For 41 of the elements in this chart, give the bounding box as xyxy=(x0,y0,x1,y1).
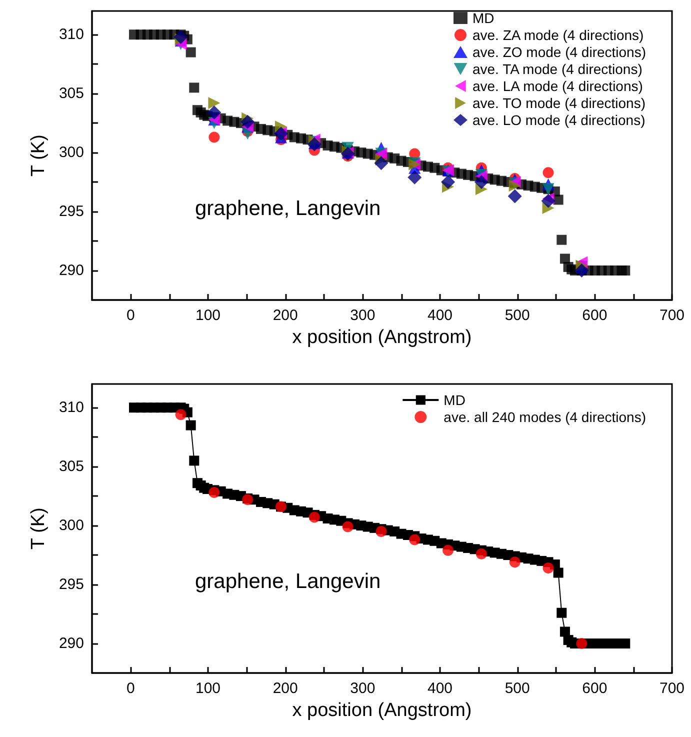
x-axis-title: x position (Angstrom) xyxy=(292,327,472,348)
x-tick-label: 700 xyxy=(659,307,685,324)
x-tick-label: 100 xyxy=(195,680,221,697)
x-tick-label: 100 xyxy=(195,307,221,324)
legend-label: ave. ZA mode (4 directions) xyxy=(472,27,644,43)
x-tick-label: 200 xyxy=(272,680,298,697)
x-tick-label: 600 xyxy=(582,680,608,697)
y-tick-label: 305 xyxy=(58,458,84,476)
y-tick-label: 295 xyxy=(58,203,84,220)
x-tick-label: 0 xyxy=(126,680,135,697)
x-tick-label: 300 xyxy=(350,307,376,324)
legend-label: ave. all 240 modes (4 directions) xyxy=(444,409,646,425)
annotation: graphene, Langevin xyxy=(195,570,381,593)
x-tick-label: 700 xyxy=(659,680,685,697)
y-tick-label: 310 xyxy=(58,399,84,416)
legend-label: ave. ZO mode (4 directions) xyxy=(472,44,646,60)
y-tick-label: 290 xyxy=(58,262,84,280)
y-axis-title: T (K) xyxy=(28,134,49,176)
y-tick-label: 295 xyxy=(58,576,84,594)
annotation: graphene, Langevin xyxy=(195,197,381,220)
y-tick-label: 305 xyxy=(58,85,84,102)
x-tick-label: 400 xyxy=(427,680,453,697)
x-tick-label: 400 xyxy=(427,307,453,324)
legend-label: ave. LO mode (4 directions) xyxy=(472,112,646,128)
x-tick-label: 500 xyxy=(504,307,530,324)
legend-label: ave. TA mode (4 directions) xyxy=(472,61,642,77)
x-tick-label: 300 xyxy=(350,680,376,697)
legend-label: MD xyxy=(472,10,494,26)
y-axis-title: T (K) xyxy=(28,508,49,550)
y-tick-label: 310 xyxy=(58,26,84,44)
x-tick-label: 0 xyxy=(126,307,135,324)
y-tick-label: 290 xyxy=(58,635,84,652)
y-tick-label: 300 xyxy=(58,144,84,162)
legend-label: ave. TO mode (4 directions) xyxy=(472,95,646,111)
x-axis-title: x position (Angstrom) xyxy=(292,700,472,721)
x-tick-label: 200 xyxy=(272,307,298,324)
legend-label: MD xyxy=(444,392,466,408)
y-tick-label: 300 xyxy=(58,517,84,534)
x-tick-label: 600 xyxy=(582,307,608,324)
legend-label: ave. LA mode (4 directions) xyxy=(472,78,643,94)
x-tick-label: 500 xyxy=(504,680,530,697)
